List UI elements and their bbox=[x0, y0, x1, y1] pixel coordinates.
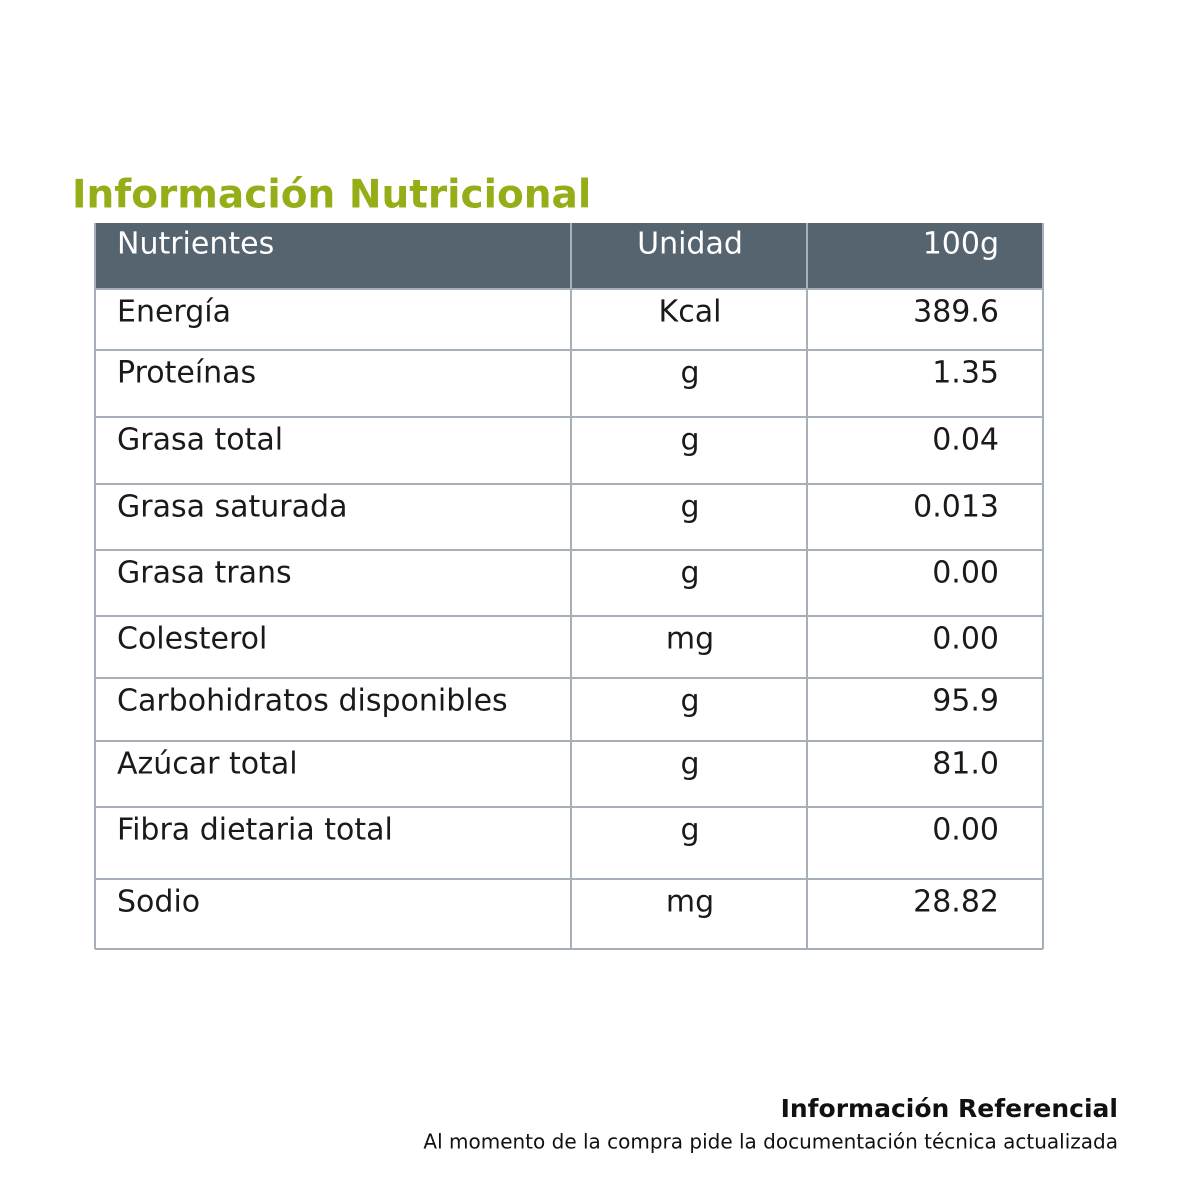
table-cell: g bbox=[680, 490, 699, 525]
table-cell: g bbox=[680, 356, 699, 391]
table-cell: g bbox=[680, 684, 699, 719]
table-cell: mg bbox=[666, 885, 714, 920]
column-header: Nutrientes bbox=[117, 227, 274, 262]
table-cell: 0.04 bbox=[932, 423, 999, 458]
table-cell: g bbox=[680, 813, 699, 848]
table-cell: Sodio bbox=[117, 885, 200, 920]
table-cell: Grasa total bbox=[117, 423, 283, 458]
table-cell: Grasa trans bbox=[117, 556, 292, 591]
table-cell: 0.00 bbox=[932, 622, 999, 657]
footer-title: Información Referencial bbox=[781, 1094, 1118, 1123]
table-cell: Energía bbox=[117, 295, 231, 330]
title: Información Nutricional bbox=[72, 173, 591, 218]
table-cell: 1.35 bbox=[932, 356, 999, 391]
column-header: Unidad bbox=[637, 227, 743, 262]
table-cell: Kcal bbox=[659, 295, 722, 330]
table-cell: 95.9 bbox=[932, 684, 999, 719]
table-cell: Carbohidratos disponibles bbox=[117, 684, 508, 719]
table-cell: Colesterol bbox=[117, 622, 267, 657]
table-cell: mg bbox=[666, 622, 714, 657]
table-cell: Fibra dietaria total bbox=[117, 813, 393, 848]
table-cell: 0.00 bbox=[932, 813, 999, 848]
table-cell: g bbox=[680, 556, 699, 591]
table-header-bg bbox=[95, 223, 1043, 289]
table-cell: 389.6 bbox=[913, 295, 999, 330]
table-cell: 0.013 bbox=[913, 490, 999, 525]
table-cell: 81.0 bbox=[932, 747, 999, 782]
table-cell: Proteínas bbox=[117, 356, 256, 391]
table-cell: Grasa saturada bbox=[117, 490, 347, 525]
footer-note: Al momento de la compra pide la document… bbox=[423, 1130, 1118, 1154]
column-header: 100g bbox=[923, 227, 999, 262]
table-cell: g bbox=[680, 423, 699, 458]
table-cell: 28.82 bbox=[913, 885, 999, 920]
table-cell: 0.00 bbox=[932, 556, 999, 591]
table-cell: g bbox=[680, 747, 699, 782]
table-cell: Azúcar total bbox=[117, 747, 298, 782]
